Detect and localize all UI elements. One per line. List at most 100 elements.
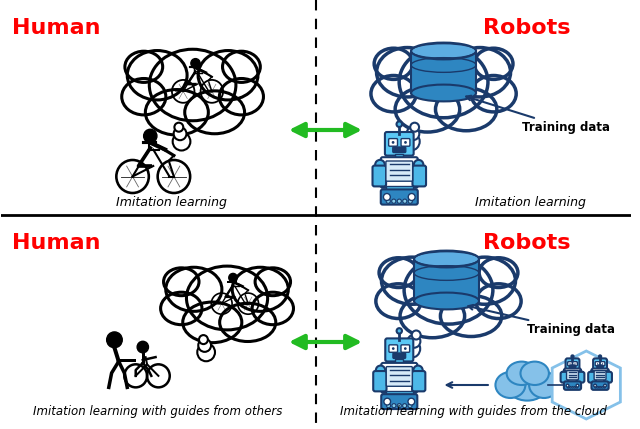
Circle shape <box>143 129 157 143</box>
Text: Imitation learning with guides from others: Imitation learning with guides from othe… <box>33 405 283 418</box>
FancyBboxPatch shape <box>588 372 596 383</box>
Ellipse shape <box>400 294 465 338</box>
Circle shape <box>408 404 412 408</box>
FancyBboxPatch shape <box>566 358 579 370</box>
FancyBboxPatch shape <box>594 371 606 380</box>
Ellipse shape <box>149 49 236 121</box>
Circle shape <box>191 59 200 68</box>
FancyBboxPatch shape <box>412 371 426 391</box>
Circle shape <box>597 387 598 388</box>
Circle shape <box>579 371 582 375</box>
Circle shape <box>376 366 385 375</box>
Circle shape <box>198 339 211 352</box>
Circle shape <box>397 404 401 408</box>
FancyBboxPatch shape <box>564 381 581 390</box>
Ellipse shape <box>449 48 511 97</box>
Text: Human: Human <box>13 18 101 38</box>
Ellipse shape <box>127 51 187 100</box>
Bar <box>595 381 605 384</box>
FancyBboxPatch shape <box>600 362 605 366</box>
Text: Robots: Robots <box>483 233 570 253</box>
Circle shape <box>567 387 569 388</box>
Circle shape <box>602 387 603 388</box>
Ellipse shape <box>252 292 294 325</box>
Circle shape <box>173 133 190 151</box>
Circle shape <box>375 160 385 170</box>
FancyBboxPatch shape <box>381 157 418 188</box>
Ellipse shape <box>198 51 258 100</box>
Ellipse shape <box>371 76 416 112</box>
Circle shape <box>408 398 415 405</box>
Circle shape <box>597 363 598 364</box>
Ellipse shape <box>414 251 479 267</box>
Circle shape <box>408 193 415 200</box>
Circle shape <box>570 387 571 388</box>
Ellipse shape <box>471 76 516 112</box>
Ellipse shape <box>520 362 549 385</box>
Text: Robots: Robots <box>483 18 570 38</box>
Circle shape <box>392 199 396 203</box>
Bar <box>385 186 413 191</box>
Circle shape <box>595 387 596 388</box>
Circle shape <box>410 123 419 132</box>
Circle shape <box>576 387 578 388</box>
FancyBboxPatch shape <box>591 369 609 383</box>
FancyBboxPatch shape <box>393 353 406 358</box>
Text: Training data: Training data <box>466 96 611 135</box>
Ellipse shape <box>476 284 521 318</box>
Circle shape <box>404 347 406 350</box>
Text: Imitation learning: Imitation learning <box>116 196 227 209</box>
Ellipse shape <box>495 372 525 398</box>
Circle shape <box>402 133 420 151</box>
FancyBboxPatch shape <box>570 365 576 369</box>
Ellipse shape <box>145 90 209 135</box>
Ellipse shape <box>404 256 493 324</box>
Circle shape <box>387 404 390 408</box>
Text: Training data: Training data <box>468 305 615 336</box>
Circle shape <box>591 371 595 375</box>
Ellipse shape <box>185 91 244 134</box>
Ellipse shape <box>164 268 199 296</box>
Circle shape <box>408 199 412 203</box>
Circle shape <box>386 199 390 203</box>
Circle shape <box>604 387 605 388</box>
Ellipse shape <box>435 88 497 131</box>
Ellipse shape <box>232 267 288 311</box>
Ellipse shape <box>440 296 502 336</box>
Ellipse shape <box>223 51 260 82</box>
Polygon shape <box>552 351 620 419</box>
Circle shape <box>392 404 396 408</box>
Ellipse shape <box>411 42 476 59</box>
FancyBboxPatch shape <box>381 363 417 393</box>
Bar <box>414 259 479 301</box>
FancyBboxPatch shape <box>385 132 413 156</box>
FancyBboxPatch shape <box>564 369 581 383</box>
Ellipse shape <box>395 87 460 132</box>
Circle shape <box>403 404 406 408</box>
FancyBboxPatch shape <box>577 372 584 383</box>
Circle shape <box>408 335 420 348</box>
Bar <box>567 381 578 384</box>
Bar <box>396 360 403 365</box>
Circle shape <box>392 347 395 350</box>
FancyBboxPatch shape <box>373 371 387 391</box>
Circle shape <box>606 371 610 375</box>
FancyBboxPatch shape <box>389 345 397 352</box>
Ellipse shape <box>376 48 438 97</box>
Ellipse shape <box>166 267 222 311</box>
Circle shape <box>563 371 566 375</box>
FancyBboxPatch shape <box>591 381 609 390</box>
Ellipse shape <box>474 48 513 79</box>
Circle shape <box>574 387 575 388</box>
FancyBboxPatch shape <box>386 161 413 181</box>
Text: ...: ... <box>580 400 592 413</box>
Circle shape <box>594 384 596 387</box>
Circle shape <box>384 398 390 405</box>
Ellipse shape <box>381 257 443 304</box>
Circle shape <box>392 141 394 144</box>
Circle shape <box>599 387 601 388</box>
Circle shape <box>412 330 420 339</box>
Circle shape <box>572 387 573 388</box>
FancyBboxPatch shape <box>566 371 579 380</box>
Bar <box>386 391 413 396</box>
